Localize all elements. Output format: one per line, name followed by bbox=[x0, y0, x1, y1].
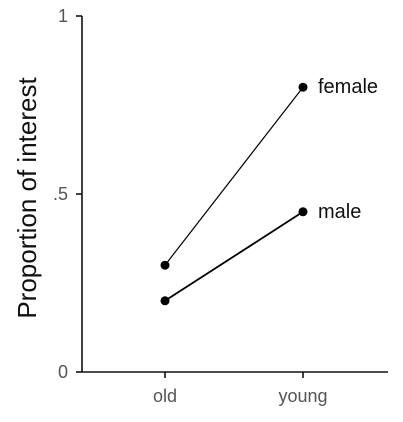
x-ticks: old young bbox=[153, 372, 328, 406]
axes bbox=[81, 16, 388, 373]
series-group: female male bbox=[160, 76, 378, 306]
y-ticks: 0.51 bbox=[53, 6, 82, 382]
data-point-female-old bbox=[160, 260, 170, 270]
y-tick-label: 1 bbox=[58, 6, 68, 26]
series-line-female bbox=[164, 86, 304, 266]
series-label-female: female bbox=[318, 76, 378, 98]
series-label-male: male bbox=[318, 201, 361, 223]
data-point-female-young bbox=[298, 82, 308, 92]
x-tick-label-young: young bbox=[278, 386, 327, 406]
y-axis-title: Proportion of interest bbox=[12, 77, 42, 319]
y-tick-label: 0 bbox=[58, 362, 68, 382]
series-female: female bbox=[160, 76, 378, 270]
y-tick-label: .5 bbox=[53, 184, 68, 204]
x-tick-label-old: old bbox=[153, 386, 177, 406]
data-point-male-young bbox=[298, 207, 308, 217]
series-male: male bbox=[160, 201, 361, 306]
data-point-male-old bbox=[160, 296, 170, 306]
series-line-male bbox=[164, 211, 304, 302]
